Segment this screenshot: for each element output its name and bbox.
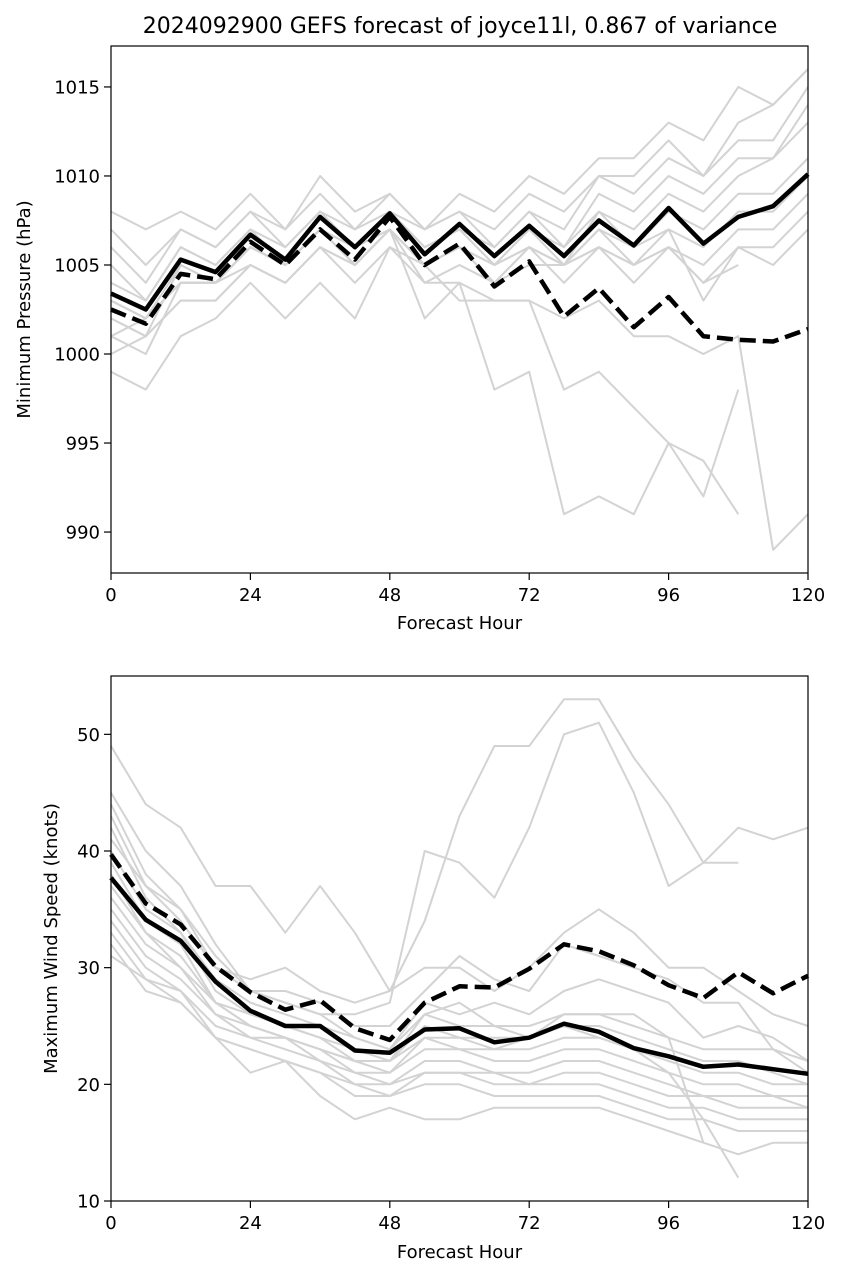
y-axis-label: Minimum Pressure (hPa) (14, 200, 35, 418)
y-tick-label: 1005 (54, 255, 100, 276)
ensemble-member-line (110, 246, 740, 515)
ensemble-member-line (110, 228, 740, 516)
x-tick-label: 96 (657, 1213, 680, 1234)
ensemble-member-line (110, 193, 809, 355)
ensemble-member-line (110, 838, 705, 1144)
ensemble-member-line (110, 68, 809, 231)
x-tick-label: 120 (791, 1213, 825, 1234)
y-axis-ticks: 10 20 30 40 50 (77, 725, 111, 1213)
ensemble-member-line (110, 698, 739, 992)
x-tick-label: 24 (239, 585, 262, 606)
pressure-chart: 2024092900 GEFS forecast of joyce11l, 0.… (14, 14, 825, 634)
x-tick-label: 0 (105, 1213, 116, 1234)
ensemble-member-lines (110, 698, 809, 1179)
chart-title: 2024092900 GEFS forecast of joyce11l, 0.… (143, 14, 778, 39)
ensemble-member-line (110, 721, 809, 1016)
y-tick-label: 1010 (54, 166, 100, 187)
x-tick-label: 72 (518, 585, 541, 606)
x-tick-label: 0 (105, 585, 116, 606)
x-tick-label: 24 (239, 1213, 262, 1234)
y-tick-label: 1000 (54, 345, 100, 366)
y-tick-label: 995 (66, 434, 100, 455)
y-tick-label: 1015 (54, 77, 100, 98)
y-axis-label: Maximum Wind Speed (knots) (41, 803, 62, 1074)
ensemble-member-line (110, 908, 809, 1109)
ensemble-member-line (110, 827, 809, 1062)
x-axis-ticks: 0 24 48 72 96 120 (105, 573, 825, 606)
y-tick-label: 20 (77, 1075, 100, 1096)
ensemble-member-line (110, 850, 809, 1074)
wind-speed-chart: 0 24 48 72 96 120 10 20 30 40 50 Forecast Hour Ma… (41, 675, 825, 1263)
x-axis-label: Forecast Hour (397, 613, 523, 634)
x-tick-label: 48 (378, 1213, 401, 1234)
mean-series-line (109, 876, 809, 1077)
ensemble-member-line (110, 943, 808, 1132)
mean-series-line (110, 172, 810, 312)
plot-frame (110, 45, 809, 574)
y-tick-label: 50 (77, 725, 100, 746)
ensemble-member-line (110, 955, 808, 1156)
dashed-series-line (110, 214, 809, 344)
x-tick-label: 48 (378, 585, 401, 606)
y-tick-label: 40 (77, 842, 100, 863)
ensemble-member-line (110, 86, 809, 284)
ensemble-member-line (110, 897, 808, 1097)
y-tick-label: 10 (77, 1192, 100, 1213)
x-tick-label: 96 (657, 585, 680, 606)
x-tick-label: 120 (791, 585, 825, 606)
ensemble-member-line (110, 803, 809, 1027)
x-axis-label: Forecast Hour (397, 1242, 523, 1263)
plot-frame (110, 675, 809, 1202)
x-axis-ticks: 0 24 48 72 96 120 (105, 1201, 825, 1234)
x-tick-label: 72 (518, 1213, 541, 1234)
dashed-series-line (109, 853, 810, 1043)
y-axis-ticks: 990 995 1000 1005 1010 1015 (54, 77, 111, 544)
y-tick-label: 30 (77, 958, 100, 979)
y-tick-label: 990 (66, 523, 100, 544)
